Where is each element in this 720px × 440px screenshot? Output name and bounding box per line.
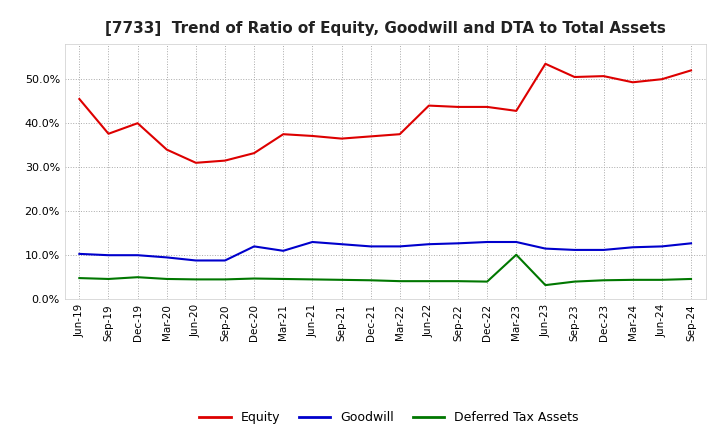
Title: [7733]  Trend of Ratio of Equity, Goodwill and DTA to Total Assets: [7733] Trend of Ratio of Equity, Goodwil… bbox=[105, 21, 665, 36]
Legend: Equity, Goodwill, Deferred Tax Assets: Equity, Goodwill, Deferred Tax Assets bbox=[194, 407, 583, 429]
